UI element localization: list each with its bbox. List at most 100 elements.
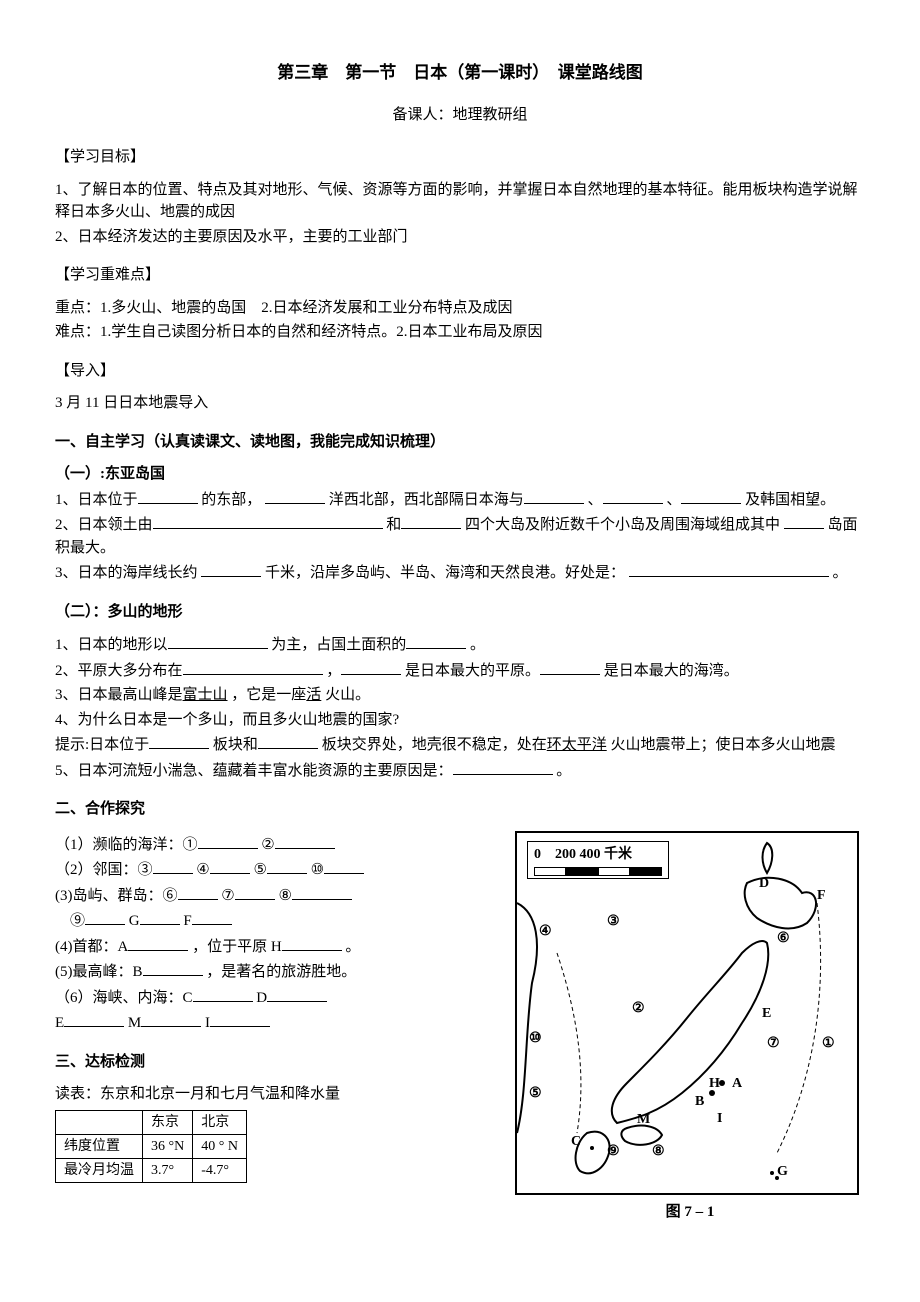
ss-q2: 2、平原大多分布在 ， 是日本最大的平原。 是日本最大的海湾。 bbox=[55, 659, 865, 683]
selfstudy-heading: 一、自主学习（认真读课文、读地图，我能完成知识梳理） bbox=[55, 431, 865, 454]
text: ⑨ bbox=[70, 913, 85, 929]
blank bbox=[603, 488, 663, 504]
text: ⑤ bbox=[253, 862, 266, 878]
table-row: 东京 北京 bbox=[56, 1110, 247, 1134]
map-label-F: F bbox=[817, 885, 826, 906]
text: （6）海峡、内海：C bbox=[55, 990, 193, 1006]
map-label-E: E bbox=[762, 1003, 771, 1024]
cell: 最冷月均温 bbox=[56, 1158, 143, 1182]
keypoint-1: 重点：1.多火山、地震的岛国 2.日本经济发展和工业分布特点及成因 bbox=[55, 297, 865, 320]
text: 2、日本领土由 bbox=[55, 517, 153, 533]
keypoints-heading: 【学习重难点】 bbox=[55, 264, 865, 287]
blank bbox=[235, 884, 275, 900]
cell: 纬度位置 bbox=[56, 1134, 143, 1158]
coop-left: （1）濒临的海洋：① ② （2）邻国：③ ④ ⑤ ⑩ (3)岛屿、群岛：⑥ ⑦ … bbox=[55, 831, 505, 1183]
part2-heading: （二）：多山的地形 bbox=[55, 601, 865, 624]
cell: 东京 bbox=[143, 1110, 193, 1134]
blank bbox=[153, 513, 383, 529]
ss-p1: 1、日本位于 的东部， 洋西北部，西北部隔日本海与 、 、 及韩国相望。 bbox=[55, 488, 865, 512]
text: E bbox=[55, 1015, 64, 1031]
text: M bbox=[128, 1015, 141, 1031]
text: (4)首都：A bbox=[55, 939, 128, 955]
table-row: 最冷月均温 3.7° -4.7° bbox=[56, 1158, 247, 1182]
text: 。 bbox=[833, 565, 848, 581]
cell: 北京 bbox=[193, 1110, 247, 1134]
intro-line: 3 月 11 日日本地震导入 bbox=[55, 392, 865, 415]
coop-heading: 二、合作探究 bbox=[55, 798, 865, 821]
subtitle: 备课人：地理教研组 bbox=[55, 104, 865, 127]
blank bbox=[64, 1011, 124, 1027]
text: 板块和 bbox=[213, 737, 258, 753]
blank bbox=[149, 733, 209, 749]
blank bbox=[267, 858, 307, 874]
text: ，它是一座 bbox=[231, 687, 306, 703]
map-label-A: A bbox=[732, 1073, 742, 1094]
coop-l1: （1）濒临的海洋：① ② bbox=[55, 833, 505, 857]
text: 提示:日本位于 bbox=[55, 737, 149, 753]
blank bbox=[85, 909, 125, 925]
text: ，是著名的旅游胜地。 bbox=[206, 964, 356, 980]
text: 。 bbox=[470, 637, 485, 653]
text: 5、日本河流短小湍急、蕴藏着丰富水能资源的主要原因是： bbox=[55, 763, 453, 779]
blank bbox=[401, 513, 461, 529]
text: 四个大岛及附近数千个小岛及周围海域组成其中 bbox=[465, 517, 780, 533]
map-scale: 0 200 400 千米 bbox=[527, 841, 669, 879]
text: 和 bbox=[386, 517, 401, 533]
objective-1: 1、了解日本的位置、特点及其对地形、气候、资源等方面的影响，并掌握日本自然地理的… bbox=[55, 179, 865, 224]
coop-l5: (4)首都：A ，位于平原 H 。 bbox=[55, 935, 505, 959]
ss-q5: 5、日本河流短小湍急、蕴藏着丰富水能资源的主要原因是： 。 bbox=[55, 759, 865, 783]
text: (5)最高峰：B bbox=[55, 964, 143, 980]
text: （1）濒临的海洋：① bbox=[55, 837, 198, 853]
text: 火山地震带上；使日本多火山地震 bbox=[610, 737, 835, 753]
blank bbox=[282, 935, 342, 951]
map-label-I: I bbox=[717, 1108, 722, 1129]
text: ⑧ bbox=[278, 888, 291, 904]
blank bbox=[275, 833, 335, 849]
test-heading: 三、达标检测 bbox=[55, 1051, 505, 1074]
blank bbox=[183, 659, 323, 675]
keypoint-2: 难点：1.学生自己读图分析日本的自然和经济特点。2.日本工业布局及原因 bbox=[55, 321, 865, 344]
blank bbox=[453, 759, 553, 775]
cell: 36 °N bbox=[143, 1134, 193, 1158]
blank bbox=[201, 561, 261, 577]
blank bbox=[210, 858, 250, 874]
page-title: 第三章 第一节 日本（第一课时） 课堂路线图 bbox=[55, 60, 865, 86]
scale-bar-icon bbox=[534, 867, 662, 876]
blank bbox=[540, 659, 600, 675]
blank bbox=[192, 909, 232, 925]
text: 。 bbox=[556, 763, 571, 779]
text: ⑦ bbox=[221, 888, 234, 904]
text: (3)岛屿、群岛：⑥ bbox=[55, 888, 178, 904]
climate-table: 东京 北京 纬度位置 36 °N 40 ° N 最冷月均温 3.7° -4.7° bbox=[55, 1110, 247, 1183]
coop-l6: (5)最高峰：B ，是著名的旅游胜地。 bbox=[55, 960, 505, 984]
coop-l3: (3)岛屿、群岛：⑥ ⑦ ⑧ bbox=[55, 884, 505, 908]
map-label-5: ⑤ bbox=[529, 1083, 542, 1104]
blank bbox=[292, 884, 352, 900]
blank bbox=[153, 858, 193, 874]
text: 火山。 bbox=[325, 687, 370, 703]
coop-l8: E M I bbox=[55, 1011, 505, 1035]
text: 3、日本的海岸线长约 bbox=[55, 565, 198, 581]
map-label-10: ⑩ bbox=[529, 1028, 542, 1049]
text: 2、平原大多分布在 bbox=[55, 663, 183, 679]
part1-heading: （一）:东亚岛国 bbox=[55, 463, 865, 486]
text: 、 bbox=[666, 492, 681, 508]
blank bbox=[193, 986, 253, 1002]
map-label-H: H bbox=[709, 1073, 720, 1094]
objectives-heading: 【学习目标】 bbox=[55, 146, 865, 169]
blank bbox=[198, 833, 258, 849]
text: F bbox=[183, 913, 191, 929]
coop-l7: （6）海峡、内海：C D bbox=[55, 986, 505, 1010]
cell: 40 ° N bbox=[193, 1134, 247, 1158]
coop-l2: （2）邻国：③ ④ ⑤ ⑩ bbox=[55, 858, 505, 882]
blank bbox=[141, 1011, 201, 1027]
text: 板块交界处，地壳很不稳定，处在 bbox=[322, 737, 547, 753]
text: 。 bbox=[345, 939, 360, 955]
blank bbox=[178, 884, 218, 900]
text: 及韩国相望。 bbox=[745, 492, 835, 508]
text: 、 bbox=[588, 492, 603, 508]
text: ， bbox=[326, 663, 341, 679]
text: 千米，沿岸多岛屿、半岛、海湾和天然良港。好处是： bbox=[265, 565, 625, 581]
cell: 3.7° bbox=[143, 1158, 193, 1182]
map-label-4: ④ bbox=[539, 921, 552, 942]
